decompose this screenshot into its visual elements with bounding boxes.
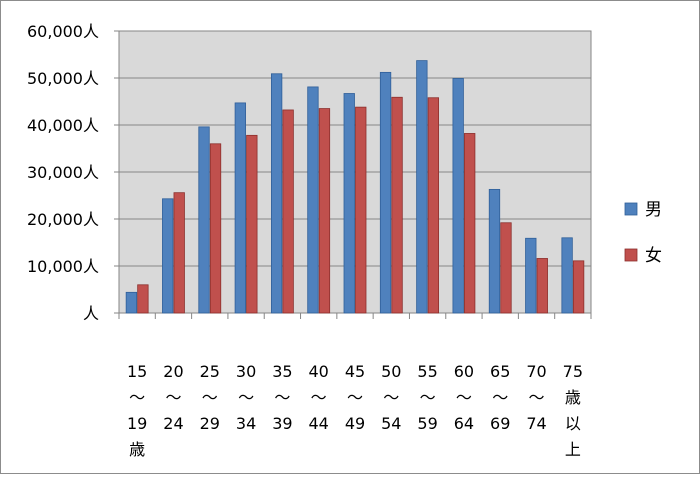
bar-male — [162, 198, 174, 314]
x-tick-label: 30 — [236, 362, 256, 381]
bar-female — [464, 133, 476, 314]
y-tick-label: 60,000人 — [27, 22, 99, 41]
x-tick-label: 54 — [381, 414, 401, 433]
legend-label: 男 — [645, 200, 662, 220]
x-tick-label: 歳 — [565, 388, 581, 407]
x-tick-label: 〜 — [274, 388, 290, 407]
x-tick-label: 45 — [345, 362, 365, 381]
gridlines — [119, 30, 591, 267]
bar-female — [391, 96, 403, 314]
bar-female — [536, 258, 548, 314]
x-tick-label: 15 — [127, 362, 147, 381]
y-tick-label: 人 — [83, 304, 99, 323]
bar-male — [234, 102, 246, 314]
bar-female — [137, 284, 149, 314]
x-tick-label: 歳 — [129, 440, 145, 459]
x-axis: 15 〜 19 歳 20 〜 24 25 〜 29 30 〜 34 35 〜 39 40 〜 44 45 〜 49 50 〜 5… — [118, 313, 592, 459]
x-tick-label: 〜 — [529, 388, 545, 407]
x-tick-label: 50 — [381, 362, 401, 381]
bar-female — [173, 192, 185, 314]
bar-male — [416, 60, 428, 314]
x-tick-label: 〜 — [238, 388, 254, 407]
bar-female — [246, 134, 258, 314]
x-tick-label: 44 — [309, 414, 329, 433]
x-tick-label: 39 — [272, 414, 292, 433]
bar-male — [525, 237, 537, 314]
x-tick-label: 75 — [563, 362, 583, 381]
x-tick-label: 55 — [417, 362, 437, 381]
bar-female — [209, 143, 222, 314]
bar-female — [318, 108, 331, 314]
bar-male — [379, 71, 392, 314]
bar-male — [307, 86, 319, 314]
y-tick-label: 40,000人 — [27, 116, 99, 135]
x-tick-label: 74 — [526, 414, 546, 433]
bar-male — [270, 73, 283, 314]
y-tick-label: 30,000人 — [27, 163, 99, 182]
x-tick-label: 〜 — [383, 388, 399, 407]
bar-male — [561, 237, 573, 314]
x-tick-label: 〜 — [456, 388, 472, 407]
bar-female — [282, 109, 294, 314]
bar-female — [500, 222, 512, 314]
bar-male — [343, 93, 355, 314]
x-tick-label: 35 — [272, 362, 292, 381]
x-tick-label: 70 — [526, 362, 546, 381]
y-tick-label: 20,000人 — [27, 210, 99, 229]
bar-female — [572, 260, 585, 314]
x-tick-label: 49 — [345, 414, 365, 433]
x-tick-label: 〜 — [492, 388, 508, 407]
x-tick-label: 69 — [490, 414, 510, 433]
bar-female — [427, 97, 440, 314]
x-tick-label: 〜 — [311, 388, 327, 407]
legend: 男女 — [624, 200, 662, 266]
x-tick-label: 24 — [163, 414, 183, 433]
y-tick-label: 10,000人 — [27, 257, 99, 276]
x-tick-label: 60 — [454, 362, 474, 381]
bars — [125, 60, 585, 314]
x-tick-label: 65 — [490, 362, 510, 381]
x-tick-label: 〜 — [420, 388, 436, 407]
bar-male — [452, 78, 464, 314]
bar-female — [355, 106, 367, 314]
bar-male — [125, 291, 138, 314]
y-axis: 人 10,000人 20,000人 30,000人 40,000人 50,000人 60,0… — [27, 22, 119, 323]
x-tick-label: 上 — [565, 440, 581, 459]
x-tick-label: 59 — [417, 414, 437, 433]
x-tick-label: 〜 — [129, 388, 145, 407]
x-tick-label: 19 — [127, 414, 147, 433]
y-tick-label: 50,000人 — [27, 69, 99, 88]
bar-male — [488, 188, 501, 314]
x-tick-label: 〜 — [202, 388, 218, 407]
x-tick-label: 〜 — [347, 388, 363, 407]
x-tick-label: 64 — [454, 414, 474, 433]
legend-label: 女 — [645, 246, 662, 266]
x-tick-label: 34 — [236, 414, 256, 433]
x-tick-label: 40 — [309, 362, 329, 381]
x-tick-label: 29 — [200, 414, 220, 433]
legend-swatch — [624, 248, 638, 262]
x-tick-label: 20 — [163, 362, 183, 381]
x-tick-label: 〜 — [165, 388, 181, 407]
bar-male — [198, 126, 210, 314]
x-tick-label: 25 — [200, 362, 220, 381]
x-tick-label: 以 — [565, 414, 581, 433]
legend-swatch — [624, 202, 638, 216]
